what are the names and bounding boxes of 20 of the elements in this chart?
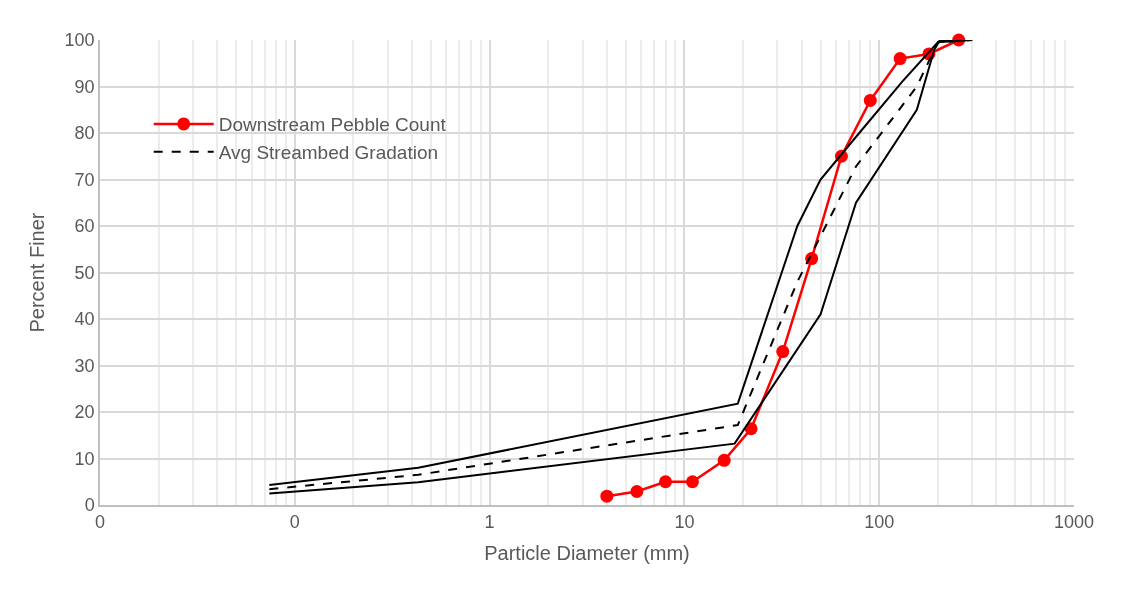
y-tick-label: 40: [74, 309, 95, 330]
x-tick-label: 0: [289, 512, 300, 533]
y-tick-label: 90: [74, 76, 95, 97]
x-tick-label: 1000: [1053, 512, 1095, 533]
y-axis-title: Percent Finer: [25, 212, 48, 333]
y-tick-label: 20: [74, 402, 95, 423]
y-tick-label: 80: [74, 123, 95, 144]
legend-label: Avg Streambed Gradation: [218, 142, 439, 164]
y-tick-label: 100: [64, 30, 95, 51]
x-axis-title: Particle Diameter (mm): [484, 542, 690, 565]
x-tick-label: 10: [674, 512, 695, 533]
legend-label: Downstream Pebble Count: [218, 114, 447, 136]
y-tick-label: 60: [74, 216, 95, 237]
y-tick-label: 10: [74, 448, 95, 469]
y-tick-label: 70: [74, 169, 95, 190]
y-tick-label: 0: [84, 495, 95, 516]
y-tick-label: 50: [74, 262, 95, 283]
x-tick-label: 1: [484, 512, 495, 533]
y-tick-label: 30: [74, 355, 95, 376]
x-tick-label: 100: [864, 512, 895, 533]
